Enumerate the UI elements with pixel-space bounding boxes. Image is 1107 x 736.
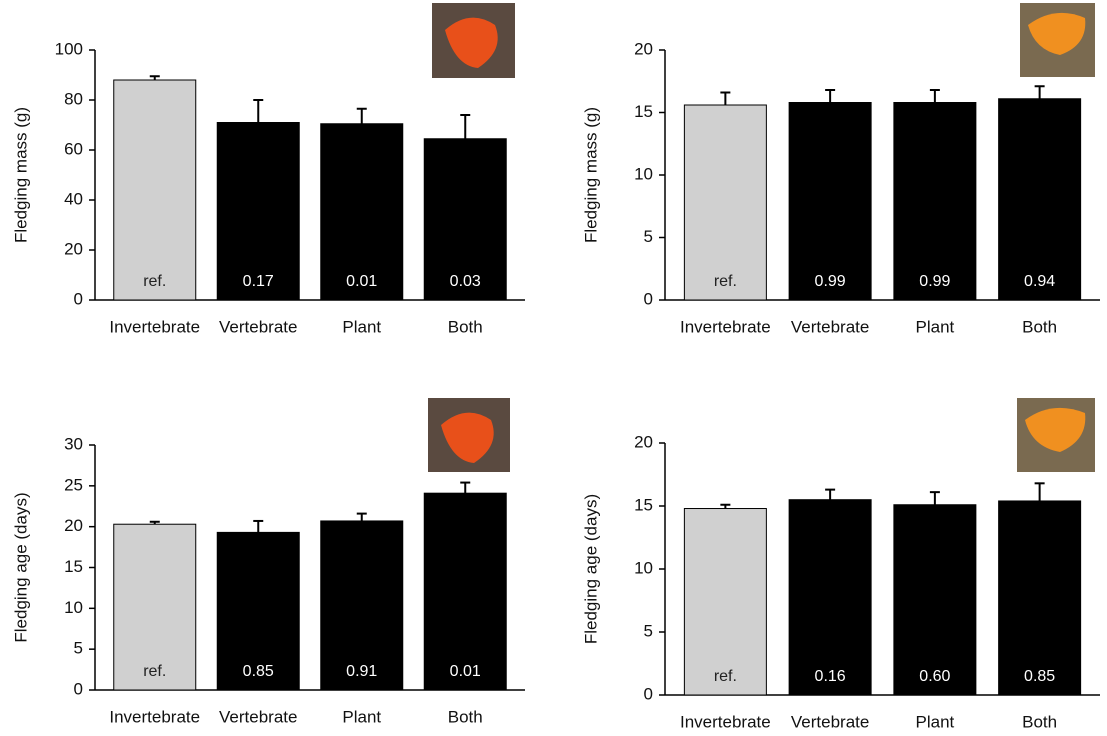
y-tick-label: 0 — [644, 289, 653, 308]
y-tick-label: 40 — [64, 189, 83, 208]
annotation: ref. — [714, 668, 737, 685]
error-bar — [253, 99, 264, 123]
bar — [683, 508, 767, 696]
bar — [423, 138, 507, 301]
x-tick-label: Both — [448, 317, 483, 336]
y-tick-label: 25 — [64, 475, 83, 494]
y-tick-label: 5 — [644, 227, 653, 246]
y-tick-label: 0 — [644, 684, 653, 703]
photo-beak — [445, 17, 498, 68]
annotation: ref. — [714, 273, 737, 290]
error-bar — [929, 89, 940, 103]
annotation: ref. — [143, 663, 166, 680]
x-tick-label: Both — [448, 707, 483, 726]
error-bar — [460, 481, 471, 494]
error-bar — [1034, 85, 1045, 99]
error-bar — [825, 488, 836, 500]
x-tick-label: Both — [1022, 317, 1057, 336]
y-tick-label: 0 — [74, 289, 83, 308]
x-tick-label: Vertebrate — [219, 317, 297, 336]
bar — [893, 504, 977, 696]
error-bar — [1034, 482, 1045, 501]
x-tick-label: Invertebrate — [680, 712, 771, 731]
x-tick-label: Plant — [916, 317, 955, 336]
annotation: 0.60 — [919, 668, 950, 685]
bar — [893, 102, 977, 301]
bar — [423, 492, 507, 691]
error-bar — [720, 503, 731, 509]
photo-beak — [1028, 12, 1086, 55]
error-bar — [929, 491, 940, 505]
bar — [113, 523, 197, 691]
y-tick-label: 100 — [55, 39, 83, 58]
y-axis-label: Fledging age (days) — [11, 492, 30, 642]
error-bar — [460, 114, 471, 139]
y-tick-label: 5 — [74, 639, 83, 658]
y-tick-label: 20 — [64, 239, 83, 258]
x-tick-label: Plant — [916, 712, 955, 731]
x-tick-label: Both — [1022, 712, 1057, 731]
error-bar — [356, 512, 367, 521]
error-bar — [149, 520, 160, 525]
annotation: 0.85 — [1024, 668, 1055, 685]
bar — [320, 520, 404, 691]
photo — [428, 398, 510, 472]
y-tick-label: 10 — [64, 598, 83, 617]
y-tick-label: 20 — [634, 39, 653, 58]
annotation: 0.16 — [815, 668, 846, 685]
bar — [998, 500, 1082, 696]
annotation: ref. — [143, 273, 166, 290]
y-axis-label: Fledging mass (g) — [11, 107, 30, 243]
photo — [432, 3, 515, 78]
bar — [216, 531, 300, 691]
bar — [683, 104, 767, 301]
annotation: 0.99 — [815, 273, 846, 290]
bar — [216, 122, 300, 301]
error-bar — [356, 107, 367, 124]
annotation: 0.03 — [450, 273, 481, 290]
error-bar — [825, 89, 836, 103]
y-tick-label: 15 — [634, 495, 653, 514]
error-bar — [253, 519, 264, 533]
photo — [1020, 3, 1095, 77]
y-tick-label: 30 — [64, 434, 83, 453]
y-tick-label: 15 — [64, 557, 83, 576]
annotation: 0.85 — [243, 663, 274, 680]
bar — [788, 102, 872, 301]
annotation: 0.91 — [346, 663, 377, 680]
y-tick-label: 10 — [634, 558, 653, 577]
y-tick-label: 20 — [634, 432, 653, 451]
error-bar — [720, 91, 731, 105]
error-bar — [149, 75, 160, 80]
photo-beak — [441, 412, 494, 463]
photo — [1017, 398, 1095, 472]
y-tick-label: 0 — [74, 679, 83, 698]
x-tick-label: Plant — [342, 707, 381, 726]
x-tick-label: Vertebrate — [791, 712, 869, 731]
photo-beak — [1025, 407, 1086, 452]
annotation: 0.99 — [919, 273, 950, 290]
annotation: 0.17 — [243, 273, 274, 290]
bar — [998, 98, 1082, 301]
annotation: 0.94 — [1024, 273, 1055, 290]
y-tick-label: 20 — [64, 516, 83, 535]
y-tick-label: 60 — [64, 139, 83, 158]
x-tick-label: Invertebrate — [109, 707, 200, 726]
y-tick-label: 15 — [634, 102, 653, 121]
x-tick-label: Plant — [342, 317, 381, 336]
bar — [113, 79, 197, 301]
y-tick-label: 10 — [634, 164, 653, 183]
y-tick-label: 5 — [644, 621, 653, 640]
annotation: 0.01 — [450, 663, 481, 680]
annotation: 0.01 — [346, 273, 377, 290]
x-tick-label: Invertebrate — [109, 317, 200, 336]
x-tick-label: Vertebrate — [791, 317, 869, 336]
x-tick-label: Vertebrate — [219, 707, 297, 726]
y-tick-label: 80 — [64, 89, 83, 108]
y-axis-label: Fledging mass (g) — [581, 107, 600, 243]
x-tick-label: Invertebrate — [680, 317, 771, 336]
bar — [788, 499, 872, 696]
y-axis-label: Fledging age (days) — [581, 494, 600, 644]
